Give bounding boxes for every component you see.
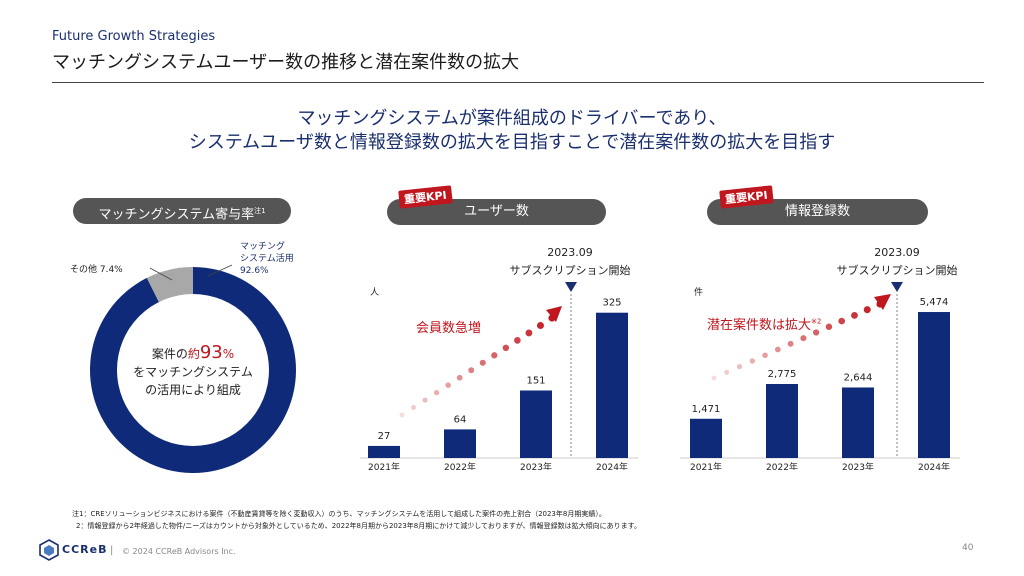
footer-separator: | bbox=[110, 545, 114, 556]
leader-line-other bbox=[149, 267, 173, 281]
title-divider bbox=[52, 82, 984, 83]
company-logo-text: CCReB bbox=[62, 543, 108, 556]
users-unit-label: 人 bbox=[370, 288, 380, 298]
users-growth-label: 会員数急増 bbox=[416, 321, 482, 336]
users-growth-arrow-dot bbox=[399, 412, 405, 418]
users-growth-arrow-dot bbox=[525, 329, 533, 337]
registrations-category-label-4-1: 2024年 bbox=[918, 461, 950, 470]
registrations-growth-label: 潜在案件数は拡大※2 bbox=[707, 314, 821, 333]
registrations-growth-arrow-dot bbox=[762, 352, 768, 358]
registrations-category-label-1-1: 2021年 bbox=[690, 461, 722, 470]
registrations-growth-arrow-dot bbox=[851, 311, 858, 319]
users-annotation-text: サブスクリプション開始 bbox=[509, 264, 631, 277]
registrations-growth-arrow-dot bbox=[838, 317, 846, 325]
registrations-category-label-2-1: 2022年 bbox=[766, 461, 798, 470]
pie-center-line3: の活用により組成 bbox=[145, 383, 241, 397]
users-value-label-2: 64 bbox=[454, 414, 467, 425]
users-growth-arrow-dot bbox=[502, 344, 510, 352]
pie-pill-note: 注1 bbox=[254, 207, 266, 215]
registrations-growth-arrow-dot bbox=[800, 335, 807, 342]
users-bar-1 bbox=[368, 445, 400, 458]
users-value-label-1: 27 bbox=[378, 431, 391, 442]
pie-center-line1: 案件の約93% bbox=[118, 344, 268, 363]
users-growth-arrow-dot bbox=[536, 321, 544, 329]
users-bar-3 bbox=[520, 390, 552, 458]
pie-center-approx: 約 bbox=[187, 347, 200, 361]
users-category-label-4-1: 2024年 bbox=[596, 461, 628, 470]
registrations-growth-arrow-dot bbox=[813, 329, 820, 336]
users-bar-chart: 272021年8月期末(第3期)642022年8月期末(第4期)1512023年… bbox=[360, 282, 638, 470]
users-growth-arrow-dot bbox=[422, 397, 428, 403]
users-annotation-date: 2023.09 bbox=[547, 246, 593, 259]
users-growth-arrow-head bbox=[546, 306, 562, 322]
key-message-line2: システムユーザ数と情報登録数の拡大を目指すことで潜在案件数の拡大を目指す bbox=[188, 132, 836, 153]
users-growth-arrow-dot bbox=[514, 337, 521, 344]
registrations-value-label-2: 2,775 bbox=[768, 369, 797, 380]
pie-center-line2: をマッチングシステム bbox=[133, 365, 253, 379]
users-bar-4 bbox=[596, 312, 628, 458]
registrations-growth-arrow-dot bbox=[787, 340, 794, 347]
registrations-growth-arrow-dot bbox=[724, 369, 730, 375]
registrations-value-label-4: 5,474 bbox=[920, 297, 949, 308]
registrations-growth-arrow-dot bbox=[774, 346, 781, 353]
users-category-label-1-1: 2021年 bbox=[368, 461, 400, 470]
registrations-growth-arrow-dot bbox=[736, 364, 743, 370]
page-title: マッチングシステムユーザー数の推移と潜在案件数の拡大 bbox=[52, 52, 520, 73]
copyright: © 2024 CCReB Advisors Inc. bbox=[122, 547, 236, 556]
footnotes: 注1：CREソリューションビジネスにおける案件（不動産賃貸等を除く変動収入）のう… bbox=[72, 508, 641, 532]
donut-hole bbox=[117, 294, 269, 446]
pie-center-prefix: 案件の bbox=[151, 347, 188, 361]
registrations-growth-arrow-dot bbox=[863, 306, 871, 314]
users-bar-2 bbox=[444, 429, 476, 458]
footnote-1: 注1：CREソリューションビジネスにおける案件（不動産賃貸等を除く変動収入）のう… bbox=[72, 510, 606, 518]
users-value-label-4: 325 bbox=[602, 298, 621, 309]
registrations-unit-label: 件 bbox=[694, 288, 704, 298]
section-subtitle: Future Growth Strategies bbox=[52, 29, 216, 44]
users-growth-arrow-dot bbox=[468, 367, 475, 374]
pie-label-main: マッチング システム活用 92.6% bbox=[240, 241, 294, 277]
pie-pill-label: マッチングシステム寄与率 bbox=[98, 207, 255, 223]
registrations-growth-arrow-head bbox=[874, 294, 891, 310]
company-logo-icon bbox=[39, 539, 59, 561]
users-annotation-marker bbox=[565, 282, 577, 292]
users-growth-arrow-dot bbox=[433, 389, 440, 396]
registrations-growth-arrow-dot bbox=[825, 323, 833, 330]
registrations-bar-4 bbox=[918, 312, 950, 458]
registrations-bar-chart: 1,4712021年8月期末(第3期)2,7752022年8月期末(第4期)2,… bbox=[680, 282, 960, 470]
users-growth-arrow-dot bbox=[445, 382, 451, 388]
footnote-2: 2：情報登録から2年経過した物件/ニーズはカウントから対象外としているため、20… bbox=[76, 522, 641, 530]
users-growth-arrow-dot bbox=[491, 352, 498, 359]
registrations-value-label-3: 2,644 bbox=[844, 372, 873, 383]
users-growth-arrow-dot bbox=[411, 405, 417, 411]
registrations-growth-arrow-dot bbox=[749, 358, 755, 364]
pie-section-pill: マッチングシステム寄与率注1 bbox=[73, 198, 291, 224]
registrations-annotation-text: サブスクリプション開始 bbox=[836, 264, 958, 277]
pie-center-pct: % bbox=[222, 347, 235, 361]
registrations-value-label-1: 1,471 bbox=[692, 404, 721, 415]
pie-label-main-line3: 92.6% bbox=[240, 266, 269, 276]
registrations-growth-arrow-dot bbox=[711, 375, 717, 381]
key-message-line1: マッチングシステムが案件組成のドライバーであり、 bbox=[297, 108, 727, 129]
pie-label-main-line2: システム活用 bbox=[240, 254, 294, 264]
registrations-bar-3 bbox=[842, 387, 874, 458]
registrations-growth-note: ※2 bbox=[811, 317, 822, 326]
pie-center-number: 93 bbox=[199, 342, 223, 363]
users-category-label-2-1: 2022年 bbox=[444, 461, 476, 470]
users-growth-arrow-dot bbox=[456, 374, 463, 381]
users-growth-arrow-dot bbox=[479, 359, 486, 366]
pie-center-text: 案件の約93% をマッチングシステム の活用により組成 bbox=[118, 344, 268, 399]
registrations-annotation-date: 2023.09 bbox=[874, 246, 920, 259]
leader-line-main bbox=[207, 264, 233, 277]
users-value-label-3: 151 bbox=[526, 375, 545, 386]
pie-label-main-line1: マッチング bbox=[240, 242, 286, 252]
page-number: 40 bbox=[962, 543, 974, 553]
users-category-label-3-1: 2023年 bbox=[520, 461, 552, 470]
registrations-growth-text: 潜在案件数は拡大 bbox=[707, 318, 812, 333]
registrations-bar-2 bbox=[766, 384, 798, 458]
registrations-bar-1 bbox=[690, 418, 722, 458]
registrations-annotation-marker bbox=[891, 282, 903, 292]
registrations-category-label-3-1: 2023年 bbox=[842, 461, 874, 470]
pie-label-other: その他 7.4% bbox=[70, 265, 123, 275]
